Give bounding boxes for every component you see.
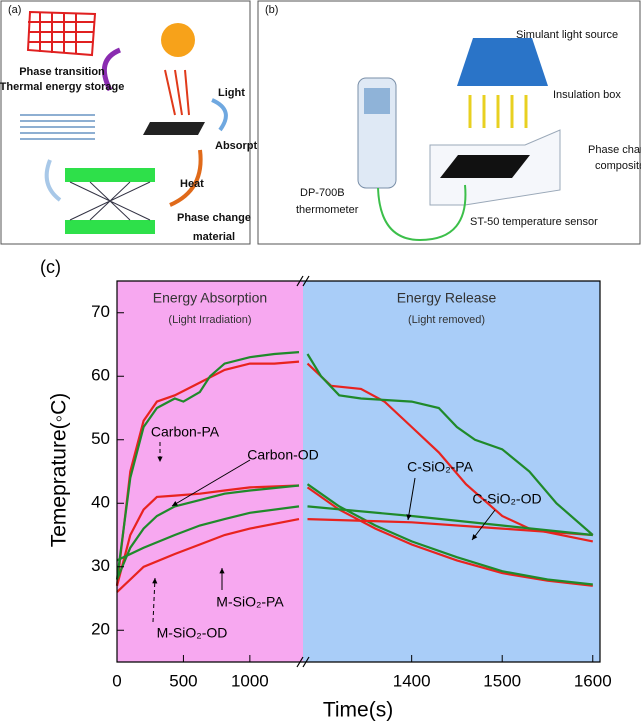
y-axis-label: Temeprature(◦C) [48,393,71,548]
panel-frame [1,1,250,244]
series-label: Carbon-PA [151,424,220,440]
sun-icon [161,23,195,57]
y-tick-label: 60 [91,366,110,385]
diagram-text: DP-700B [300,187,345,199]
absorber-plate [143,122,205,135]
panel-label: (c) [40,257,61,277]
diagram-text: Simulant light source [516,29,618,41]
series-label: C-SiO₂-PA [407,459,474,475]
diagram-text: Phase change [177,212,251,224]
diagram-text: composite [595,160,641,172]
diagram-text: Light [218,87,245,99]
diagram-text: Phase transition [19,66,105,78]
lamp-icon [457,38,548,86]
region-title: Energy Release [397,290,497,306]
region-subtitle: (Light removed) [408,314,485,326]
region-subtitle: (Light Irradiation) [168,314,251,326]
panel-label: (b) [265,4,278,16]
diagram-text: Heat [180,178,204,190]
panel-a: (a) Phase transition Thermal energy stor… [0,1,274,244]
series-label: C-SiO₂-OD [472,491,541,507]
y-tick-label: 20 [91,620,110,639]
diagram-text: Insulation box [553,89,621,101]
thermometer-screen [364,88,390,114]
series-label: M-SiO₂-PA [216,594,284,610]
x-tick-label: 0 [112,671,121,690]
x-tick-label: 1500 [483,671,521,690]
y-tick-label: 50 [91,429,110,448]
region-title: Energy Absorption [153,290,267,306]
panel-label: (a) [8,4,21,16]
series-label: M-SiO₂-OD [157,625,228,641]
diagram-text: thermometer [296,204,359,216]
y-tick-label: 30 [91,556,110,575]
x-tick-label: 1000 [231,671,269,690]
y-tick-label: 40 [91,493,110,512]
x-tick-label: 500 [169,671,197,690]
panel-b: (b) Simulant light source Insulation box… [258,1,641,244]
diagram-text: ST-50 temperature sensor [470,216,598,228]
x-tick-label: 1400 [393,671,431,690]
y-tick-label: 70 [91,302,110,321]
x-axis-label: Time(s) [323,699,393,722]
chart: Energy Absorption (Light Irradiation) Ener… [40,257,612,722]
diagram-text: Thermal energy storage [0,81,124,93]
diagram-text: material [193,231,235,243]
x-tick-label: 1600 [574,671,612,690]
figure: (a) Phase transition Thermal energy stor… [0,0,641,723]
diagram-text: Phase change [588,144,641,156]
series-label: Carbon-OD [247,447,319,463]
